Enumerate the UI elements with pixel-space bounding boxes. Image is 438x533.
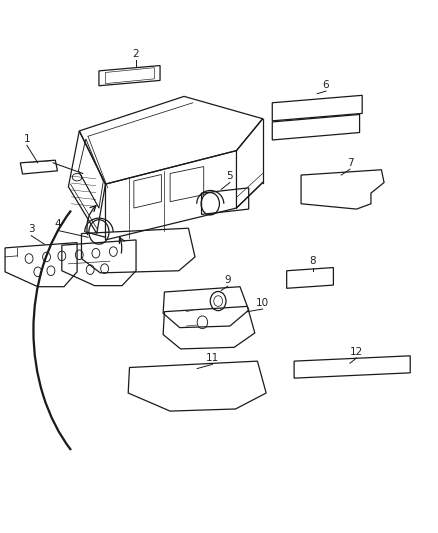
Text: 7: 7	[346, 158, 353, 168]
Text: 4: 4	[54, 219, 61, 229]
Text: 5: 5	[226, 171, 233, 181]
Text: 12: 12	[350, 346, 363, 357]
Text: 10: 10	[256, 297, 269, 308]
Text: 8: 8	[310, 256, 316, 266]
Text: 11: 11	[206, 353, 219, 363]
Text: 2: 2	[133, 49, 139, 59]
Text: 3: 3	[28, 224, 35, 235]
Text: 6: 6	[323, 80, 329, 90]
Text: 9: 9	[224, 275, 231, 285]
Text: 1: 1	[24, 134, 30, 144]
